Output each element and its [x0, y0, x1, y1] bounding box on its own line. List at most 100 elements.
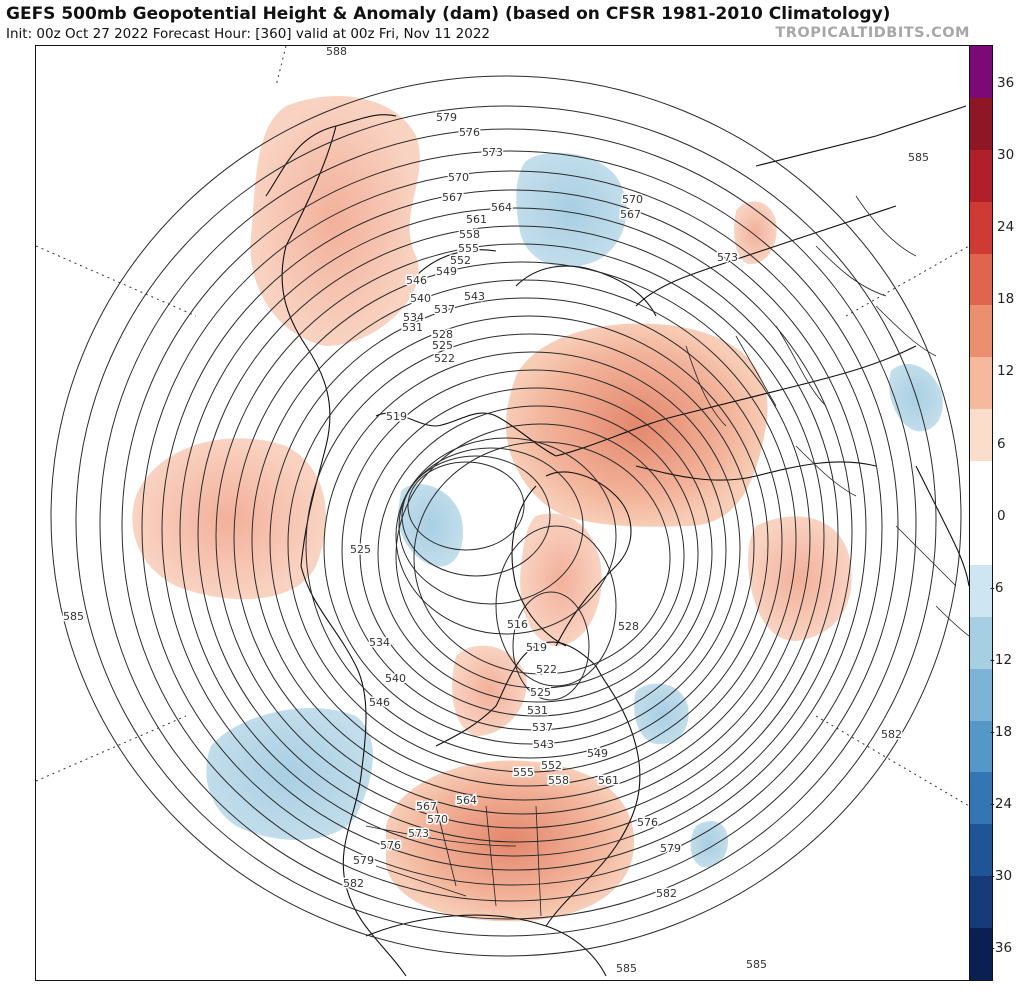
map-svg: 5885795765735705675645615585555525495465… — [36, 46, 969, 977]
contour-labels: 5885795765735705675645615585555525495465… — [62, 46, 931, 977]
colorbar-tick-label: 24 — [997, 219, 1015, 236]
contour-label: 549 — [587, 747, 608, 760]
contour-label: 540 — [410, 292, 431, 305]
colorbar-tick-label: 6 — [997, 435, 1006, 452]
colorbar-segment — [970, 357, 992, 411]
colorbar-segment — [970, 149, 992, 203]
site-brand[interactable]: TROPICALTIDBITS.COM — [775, 25, 970, 41]
colorbar-tick-label: -36 — [990, 940, 1013, 957]
contour-label: 576 — [637, 816, 658, 829]
anomaly-positive-canada — [452, 645, 527, 736]
contour-label: 573 — [408, 827, 429, 840]
contour-label: 519 — [386, 410, 407, 423]
contour-label: 579 — [660, 842, 681, 855]
contour-label: 579 — [436, 111, 457, 124]
colorbar-segment — [970, 409, 992, 463]
chart-subtitle: Init: 00z Oct 27 2022 Forecast Hour: [36… — [6, 26, 491, 42]
contour-label: 543 — [464, 290, 485, 303]
political-boundaries — [365, 195, 969, 917]
contour-label: 528 — [432, 328, 453, 341]
contour-label: 555 — [513, 766, 534, 779]
colorbar-tick-label: -12 — [990, 651, 1013, 668]
colorbar-tick-label: 18 — [997, 291, 1015, 308]
contour-label: 576 — [459, 126, 480, 139]
contour-label: 573 — [482, 146, 503, 159]
contour-label: 543 — [533, 738, 554, 751]
contour-label: 525 — [350, 543, 371, 556]
colorbar-segment — [970, 616, 992, 670]
anomaly-negative-beaufort — [397, 484, 463, 567]
contour-label: 585 — [746, 958, 767, 971]
contour-label: 573 — [717, 251, 738, 264]
anomaly-positive-scandinavia-small — [734, 201, 777, 265]
colorbar-segment — [970, 461, 992, 514]
contour-label: 528 — [618, 620, 639, 633]
contour-label: 540 — [385, 672, 406, 685]
contour-label: 555 — [458, 242, 479, 255]
contour-label: 570 — [427, 813, 448, 826]
colorbar-tick-label: -30 — [990, 868, 1013, 885]
colorbar-tick-label: 12 — [997, 363, 1015, 380]
colorbar-segment — [970, 305, 992, 359]
contour-label: 570 — [448, 171, 469, 184]
contour-label: 582 — [343, 877, 364, 890]
anomaly-colorbar — [969, 45, 993, 981]
anomaly-positive-siberia — [506, 323, 768, 527]
colorbar-tick-label: -24 — [990, 796, 1013, 812]
contour-label: 564 — [491, 201, 512, 214]
anomaly-positive-greenland — [520, 513, 602, 646]
contour-label: 534 — [369, 636, 390, 649]
contour-label: 585 — [908, 151, 929, 164]
contour-label: 558 — [548, 774, 569, 787]
contour-label: 570 — [622, 193, 643, 206]
colorbar-tick-label: -18 — [990, 723, 1013, 740]
anomaly-positive-north-pacific — [132, 438, 326, 600]
contour-label: 576 — [380, 839, 401, 852]
colorbar-segment — [970, 824, 992, 878]
colorbar-segment — [970, 928, 992, 980]
colorbar-segment — [970, 564, 992, 618]
colorbar-segment — [970, 201, 992, 255]
contour-label: 525 — [530, 686, 551, 699]
contour-label: 516 — [507, 618, 528, 631]
contour-label: 522 — [434, 352, 455, 365]
colorbar-tick-label: 30 — [997, 147, 1015, 164]
chart-title: GEFS 500mb Geopotential Height & Anomaly… — [6, 4, 891, 24]
contour-label: 564 — [456, 794, 477, 807]
anomaly-positive-europe — [748, 516, 852, 641]
anomaly-positive-eastern-us — [386, 760, 635, 922]
colorbar-segment — [970, 876, 992, 930]
colorbar-segment — [970, 772, 992, 826]
contour-label: 531 — [402, 321, 423, 334]
anomaly-negative-arctic-ocean — [516, 152, 627, 268]
contour-label: 552 — [450, 254, 471, 267]
contour-label: 582 — [656, 887, 677, 900]
contour-label: 588 — [326, 46, 347, 58]
contour-label: 522 — [536, 663, 557, 676]
contour-label: 552 — [541, 759, 562, 772]
contour-label: 561 — [466, 213, 487, 226]
colorbar-segment — [970, 253, 992, 307]
anomaly-positive-alaska-pacific — [250, 96, 420, 346]
colorbar-segment — [970, 46, 992, 99]
anomaly-negative-northeast-pacific — [206, 707, 373, 840]
colorbar-segment — [970, 720, 992, 774]
contour-label: 567 — [442, 191, 463, 204]
contour-label: 519 — [526, 641, 547, 654]
colorbar-tick-label: 36 — [997, 75, 1015, 91]
polar-stereographic-map: 588 579 576 573 570 567 564 561 558 555 552 549 546 5… — [35, 45, 970, 981]
contour-label: 549 — [436, 265, 457, 278]
contour-label: 579 — [353, 854, 374, 867]
colorbar-segment — [970, 668, 992, 722]
colorbar-tick-label: 0 — [997, 507, 1006, 524]
height-contours — [50, 75, 962, 957]
colorbar-segment — [970, 513, 992, 566]
contour-label: 585 — [63, 610, 84, 623]
contour-label: 567 — [620, 208, 641, 221]
contour-label: 537 — [532, 721, 553, 734]
anomaly-negative-atlantic — [690, 821, 728, 868]
contour-label: 582 — [881, 728, 902, 741]
anomaly-negative-labrador — [634, 683, 689, 745]
contour-label: 531 — [527, 704, 548, 717]
contour-label: 561 — [598, 774, 619, 787]
